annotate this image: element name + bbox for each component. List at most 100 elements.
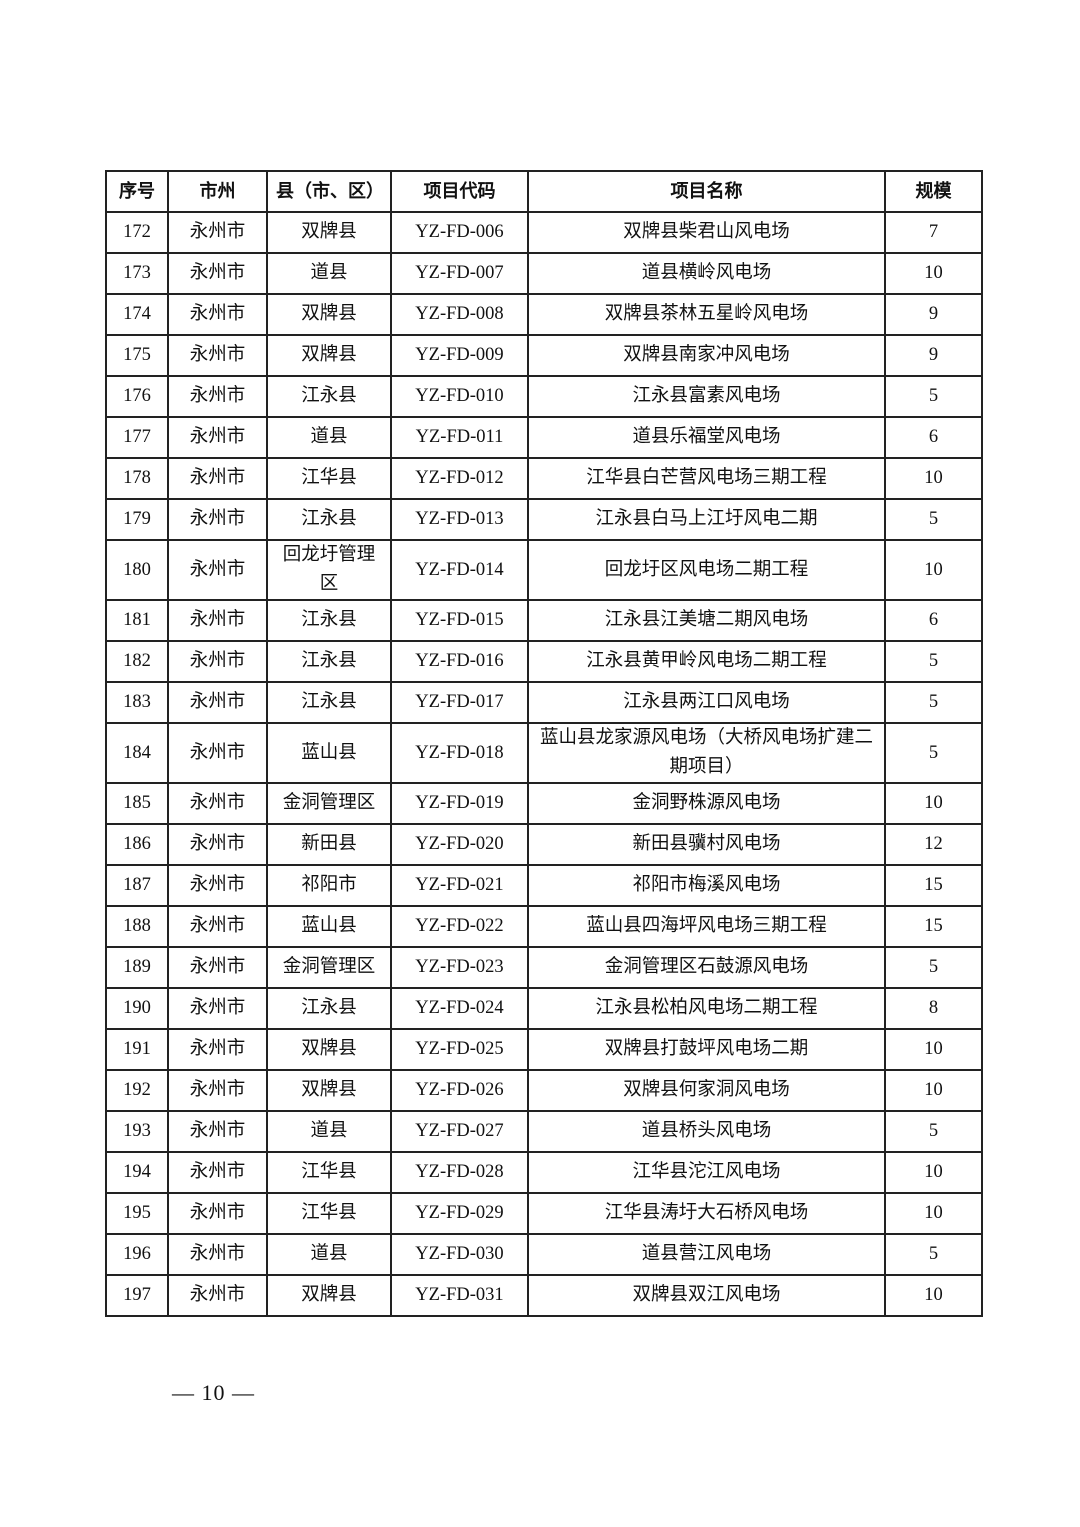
cell-scale: 5: [884, 681, 983, 724]
cell-index: 172: [105, 211, 169, 254]
table-row: 190 永州市 江永县 YZ-FD-024 江永县松柏风电场二期工程 8: [105, 987, 983, 1030]
column-header-city: 市州: [167, 170, 268, 213]
cell-project-name: 道县营江风电场: [527, 1233, 886, 1276]
cell-project-code: YZ-FD-019: [390, 782, 529, 825]
cell-project-code: YZ-FD-008: [390, 293, 529, 336]
cell-project-name: 江永县黄甲岭风电场二期工程: [527, 640, 886, 683]
cell-scale: 5: [884, 722, 983, 784]
cell-project-name: 道县桥头风电场: [527, 1110, 886, 1153]
cell-city: 永州市: [167, 782, 268, 825]
cell-index: 173: [105, 252, 169, 295]
cell-county: 道县: [266, 252, 392, 295]
table-row: 193 永州市 道县 YZ-FD-027 道县桥头风电场 5: [105, 1110, 983, 1153]
cell-project-code: YZ-FD-023: [390, 946, 529, 989]
cell-project-name: 金洞野株源风电场: [527, 782, 886, 825]
cell-project-name: 双牌县双江风电场: [527, 1274, 886, 1317]
column-header-index: 序号: [105, 170, 169, 213]
cell-county: 道县: [266, 1233, 392, 1276]
cell-scale: 10: [884, 1151, 983, 1194]
cell-project-name: 道县乐福堂风电场: [527, 416, 886, 459]
cell-project-name: 双牌县打鼓坪风电场二期: [527, 1028, 886, 1071]
table-row: 172 永州市 双牌县 YZ-FD-006 双牌县柴君山风电场 7: [105, 211, 983, 254]
cell-project-code: YZ-FD-012: [390, 457, 529, 500]
cell-county: 双牌县: [266, 1069, 392, 1112]
cell-project-name: 双牌县茶林五星岭风电场: [527, 293, 886, 336]
cell-project-code: YZ-FD-007: [390, 252, 529, 295]
cell-project-name: 道县横岭风电场: [527, 252, 886, 295]
cell-scale: 15: [884, 905, 983, 948]
cell-scale: 5: [884, 946, 983, 989]
cell-city: 永州市: [167, 498, 268, 541]
cell-county: 新田县: [266, 823, 392, 866]
cell-project-name: 祁阳市梅溪风电场: [527, 864, 886, 907]
cell-city: 永州市: [167, 252, 268, 295]
cell-project-code: YZ-FD-009: [390, 334, 529, 377]
cell-project-name: 江永县江美塘二期风电场: [527, 599, 886, 642]
cell-project-code: YZ-FD-006: [390, 211, 529, 254]
cell-index: 186: [105, 823, 169, 866]
cell-county: 江永县: [266, 681, 392, 724]
cell-project-code: YZ-FD-014: [390, 539, 529, 601]
cell-scale: 5: [884, 640, 983, 683]
cell-project-name: 江永县富素风电场: [527, 375, 886, 418]
table-row: 181 永州市 江永县 YZ-FD-015 江永县江美塘二期风电场 6: [105, 599, 983, 642]
table-row: 183 永州市 江永县 YZ-FD-017 江永县两江口风电场 5: [105, 681, 983, 724]
cell-city: 永州市: [167, 211, 268, 254]
table-row: 191 永州市 双牌县 YZ-FD-025 双牌县打鼓坪风电场二期 10: [105, 1028, 983, 1071]
cell-project-name: 双牌县南家冲风电场: [527, 334, 886, 377]
table-row: 188 永州市 蓝山县 YZ-FD-022 蓝山县四海坪风电场三期工程 15: [105, 905, 983, 948]
cell-city: 永州市: [167, 1192, 268, 1235]
cell-project-code: YZ-FD-017: [390, 681, 529, 724]
cell-project-name: 双牌县柴君山风电场: [527, 211, 886, 254]
page-number: — 10 —: [172, 1380, 255, 1405]
cell-index: 192: [105, 1069, 169, 1112]
cell-county: 道县: [266, 1110, 392, 1153]
cell-scale: 10: [884, 1069, 983, 1112]
cell-project-code: YZ-FD-011: [390, 416, 529, 459]
cell-project-code: YZ-FD-024: [390, 987, 529, 1030]
cell-scale: 10: [884, 252, 983, 295]
cell-index: 185: [105, 782, 169, 825]
cell-county: 江永县: [266, 987, 392, 1030]
cell-city: 永州市: [167, 864, 268, 907]
cell-scale: 10: [884, 1192, 983, 1235]
table-row: 180 永州市 回龙圩管理区 YZ-FD-014 回龙圩区风电场二期工程 10: [105, 539, 983, 601]
table-row: 178 永州市 江华县 YZ-FD-012 江华县白芒营风电场三期工程 10: [105, 457, 983, 500]
table-row: 187 永州市 祁阳市 YZ-FD-021 祁阳市梅溪风电场 15: [105, 864, 983, 907]
cell-city: 永州市: [167, 599, 268, 642]
cell-project-code: YZ-FD-021: [390, 864, 529, 907]
cell-project-code: YZ-FD-018: [390, 722, 529, 784]
cell-county: 金洞管理区: [266, 946, 392, 989]
cell-project-name: 江永县两江口风电场: [527, 681, 886, 724]
cell-county: 双牌县: [266, 293, 392, 336]
cell-city: 永州市: [167, 681, 268, 724]
cell-scale: 5: [884, 1110, 983, 1153]
cell-city: 永州市: [167, 1151, 268, 1194]
cell-city: 永州市: [167, 416, 268, 459]
cell-project-code: YZ-FD-028: [390, 1151, 529, 1194]
table-row: 185 永州市 金洞管理区 YZ-FD-019 金洞野株源风电场 10: [105, 782, 983, 825]
cell-county: 祁阳市: [266, 864, 392, 907]
cell-city: 永州市: [167, 293, 268, 336]
cell-county: 江永县: [266, 498, 392, 541]
cell-project-name: 回龙圩区风电场二期工程: [527, 539, 886, 601]
cell-project-code: YZ-FD-029: [390, 1192, 529, 1235]
cell-city: 永州市: [167, 1274, 268, 1317]
table-row: 179 永州市 江永县 YZ-FD-013 江永县白马上江圩风电二期 5: [105, 498, 983, 541]
cell-project-code: YZ-FD-022: [390, 905, 529, 948]
cell-county: 江华县: [266, 457, 392, 500]
cell-scale: 9: [884, 334, 983, 377]
column-header-project-code: 项目代码: [390, 170, 529, 213]
cell-county: 江华县: [266, 1151, 392, 1194]
cell-index: 194: [105, 1151, 169, 1194]
cell-city: 永州市: [167, 905, 268, 948]
cell-county: 回龙圩管理区: [266, 539, 392, 601]
column-header-scale: 规模: [884, 170, 983, 213]
cell-scale: 6: [884, 599, 983, 642]
cell-index: 174: [105, 293, 169, 336]
cell-scale: 10: [884, 782, 983, 825]
cell-county: 江永县: [266, 375, 392, 418]
cell-index: 178: [105, 457, 169, 500]
cell-index: 190: [105, 987, 169, 1030]
cell-index: 187: [105, 864, 169, 907]
